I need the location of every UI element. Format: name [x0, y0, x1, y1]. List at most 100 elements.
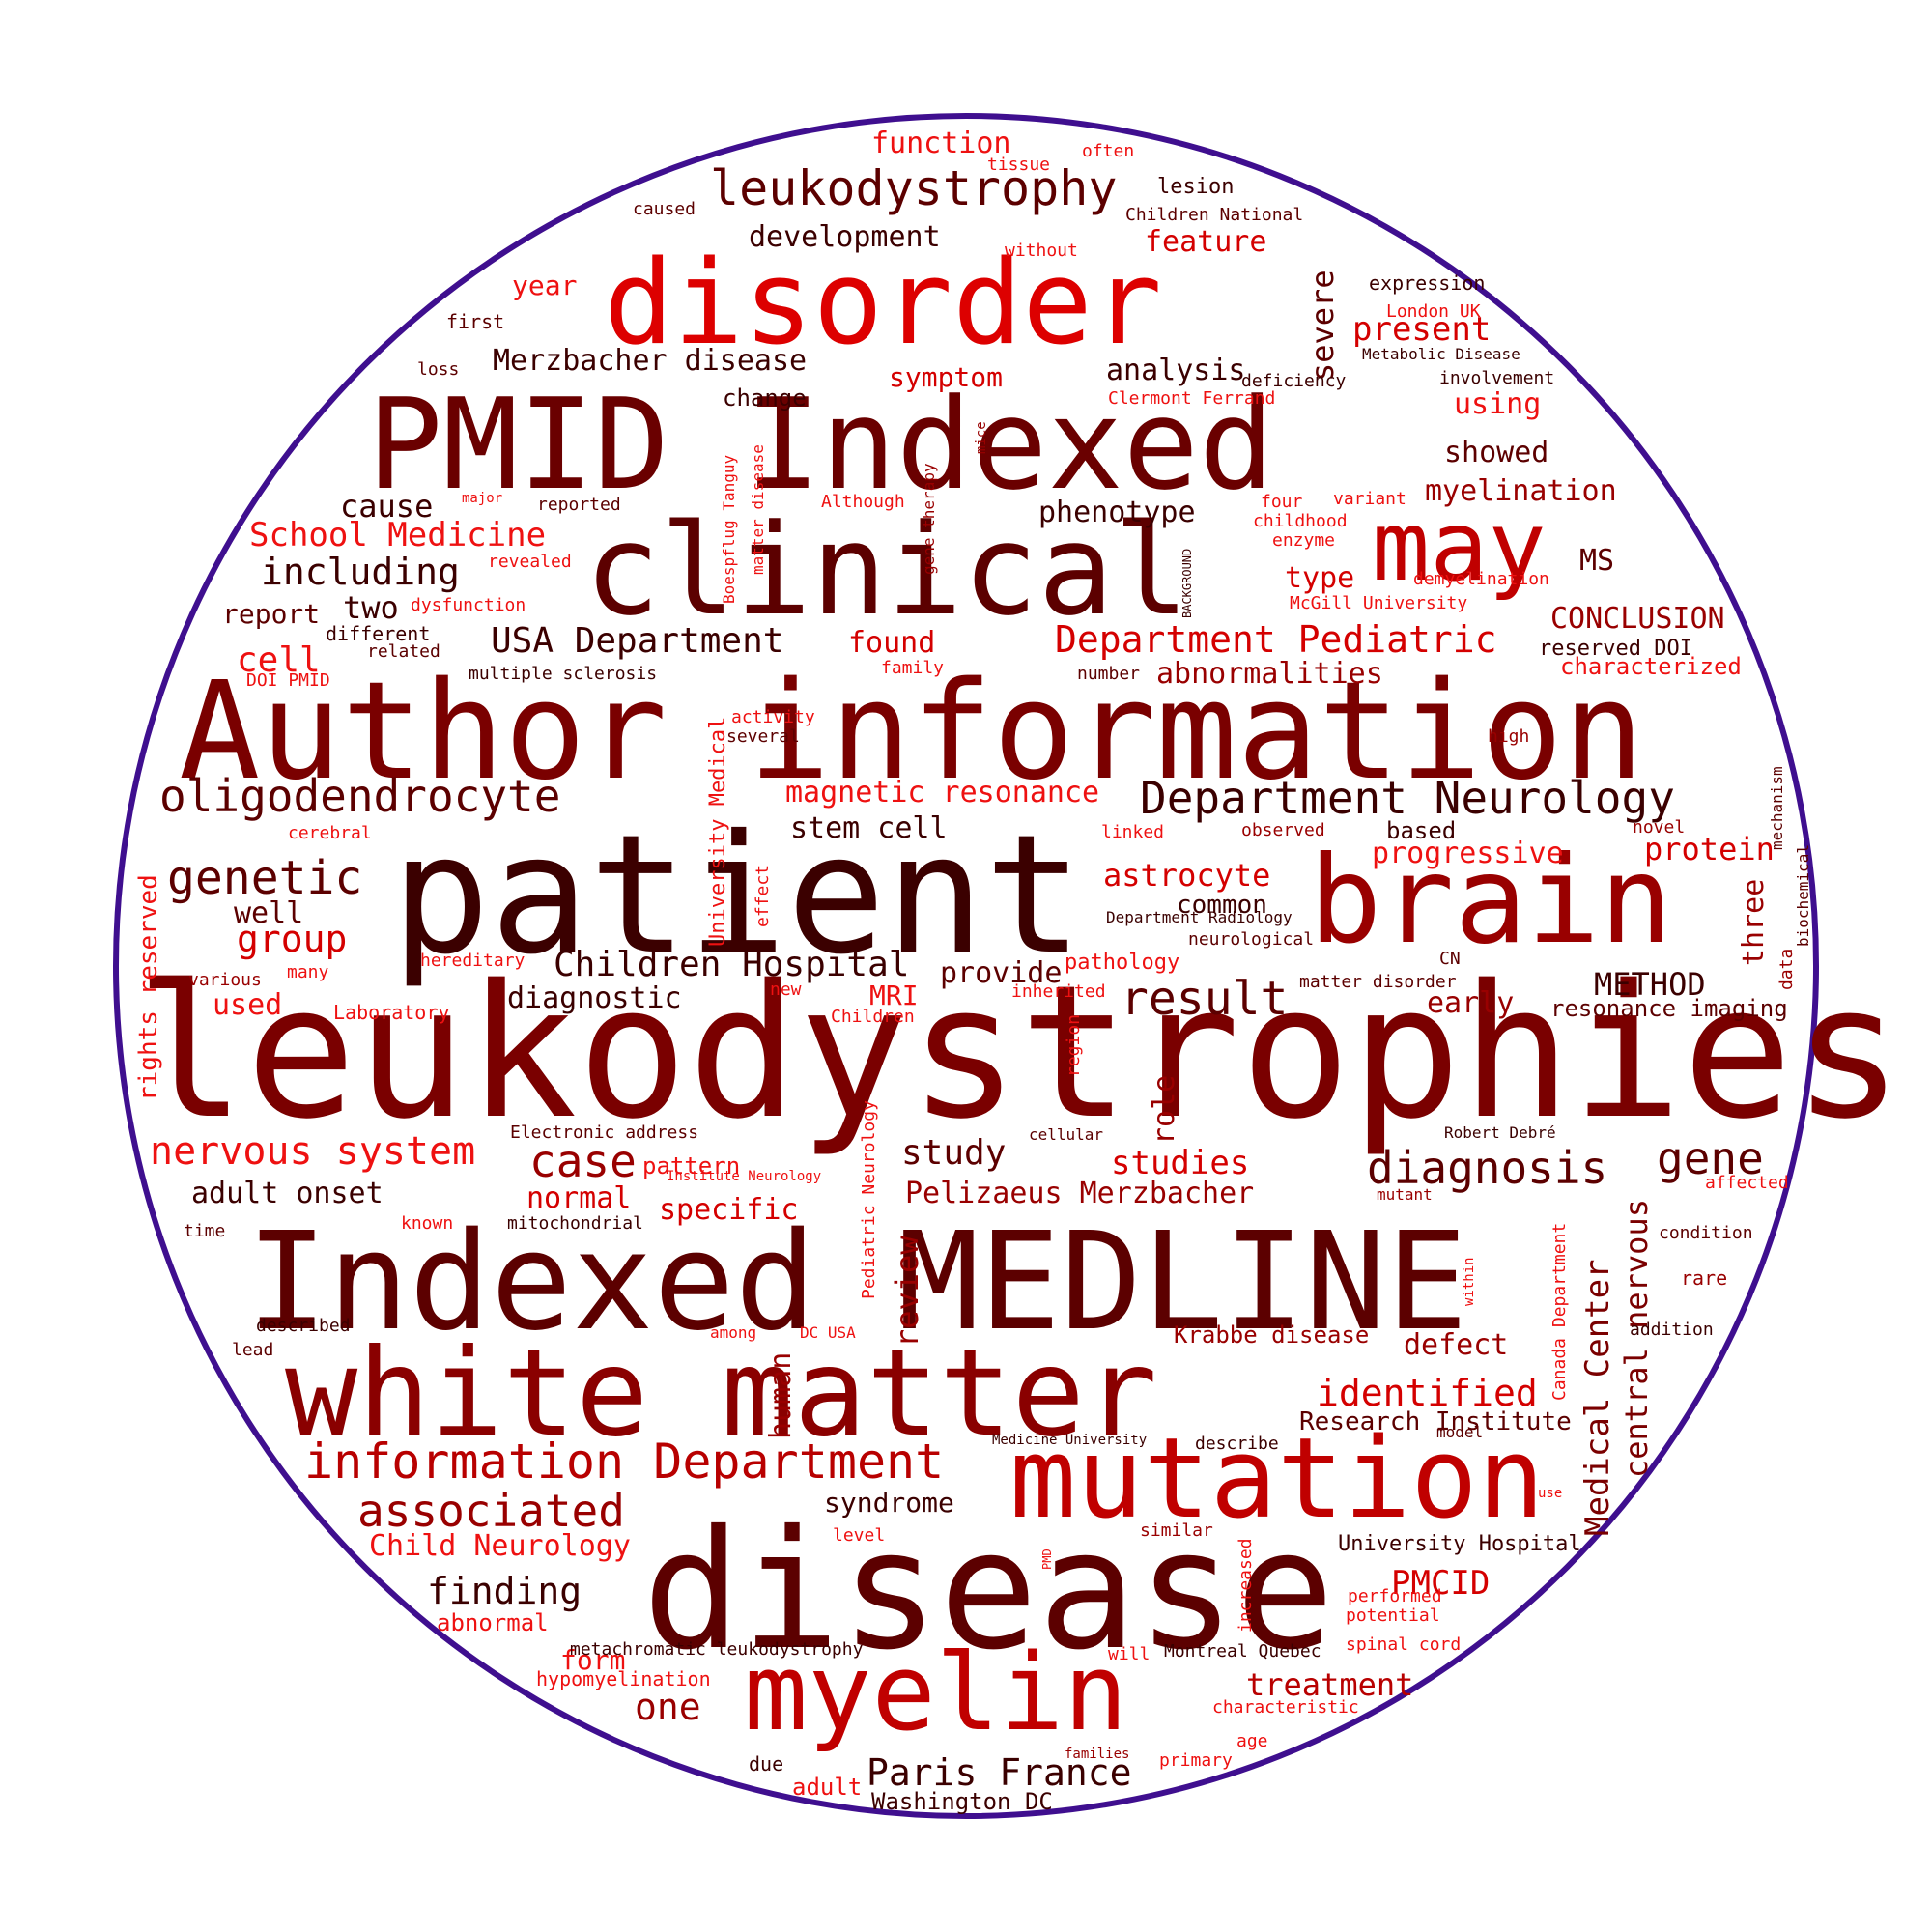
- word-children: Children: [831, 1007, 915, 1027]
- word-showed: showed: [1444, 436, 1548, 469]
- word-role: role: [1148, 1075, 1181, 1145]
- word-information-department: information Department: [304, 1434, 944, 1490]
- word-case: case: [529, 1135, 637, 1187]
- word-abnormal: abnormal: [437, 1609, 549, 1636]
- word-syndrome: syndrome: [824, 1487, 954, 1519]
- word-washington-dc: Washington DC: [871, 1788, 1053, 1815]
- word-matter-disease: matter disease: [749, 444, 767, 575]
- word-resonance-imaging: resonance imaging: [1550, 995, 1788, 1022]
- word-mri: MRI: [869, 980, 919, 1011]
- word-pelizaeus-merzbacher: Pelizaeus Merzbacher: [905, 1177, 1254, 1210]
- word-multiple-sclerosis: multiple sclerosis: [469, 664, 657, 684]
- word-describe: describe: [1195, 1434, 1279, 1454]
- word-affected: affected: [1705, 1173, 1789, 1193]
- word-often: often: [1082, 141, 1134, 161]
- word-year: year: [512, 270, 577, 301]
- word-major: major: [462, 491, 502, 506]
- word-cause: cause: [340, 488, 433, 525]
- word-severe: severe: [1304, 270, 1341, 382]
- word-child-neurology: Child Neurology: [369, 1529, 631, 1563]
- word-metachromatic-leukodystrophy: metachromatic leukodystrophy: [570, 1639, 864, 1660]
- word-inherited: inherited: [1011, 981, 1106, 1002]
- word-brain: brain: [1309, 831, 1672, 971]
- word-finding: finding: [427, 1570, 582, 1612]
- word-pmcid: PMCID: [1391, 1564, 1490, 1603]
- word-study: study: [901, 1133, 1006, 1173]
- word-university-medical: University Medical: [706, 717, 730, 947]
- word-different: different: [326, 622, 430, 645]
- word-method: METHOD: [1594, 966, 1706, 1003]
- word-electronic-address: Electronic address: [510, 1122, 698, 1143]
- word-reserved-doi: reserved DOI: [1539, 637, 1692, 661]
- word-leukodystrophy: leukodystrophy: [710, 160, 1117, 216]
- word-conclusion: CONCLUSION: [1550, 602, 1725, 636]
- word-phenotype: phenotype: [1038, 496, 1196, 529]
- word-performed: performed: [1348, 1586, 1442, 1606]
- word-age: age: [1236, 1731, 1268, 1751]
- word-due: due: [749, 1752, 783, 1776]
- word-caused: caused: [633, 199, 696, 219]
- word-family: family: [881, 658, 944, 678]
- word-associated: associated: [357, 1485, 625, 1537]
- word-department-radiology: Department Radiology: [1106, 908, 1293, 926]
- word-provide: provide: [940, 956, 1062, 990]
- word-may: may: [1372, 490, 1547, 603]
- word-will: will: [1108, 1644, 1150, 1664]
- word-new: new: [770, 980, 802, 1000]
- word-various: various: [188, 970, 262, 990]
- word-leukodystrophies: leukodystrophies: [135, 946, 1903, 1159]
- word-lesion: lesion: [1157, 175, 1234, 199]
- word-tissue: tissue: [987, 155, 1050, 175]
- word-childhood: childhood: [1253, 511, 1348, 531]
- word-cn: CN: [1439, 949, 1461, 969]
- word-department-neurology: Department Neurology: [1140, 772, 1675, 824]
- word-function: function: [871, 127, 1011, 160]
- word-level: level: [833, 1525, 885, 1546]
- word-specific: specific: [659, 1193, 799, 1227]
- word-hereditary: hereditary: [420, 951, 526, 971]
- word-characterized: characterized: [1560, 653, 1742, 680]
- word-deficiency: deficiency: [1241, 371, 1347, 391]
- word-lead: lead: [232, 1340, 273, 1360]
- word-similar: similar: [1140, 1520, 1213, 1541]
- word-oligodendrocyte: oligodendrocyte: [159, 770, 560, 822]
- word-studies: studies: [1111, 1144, 1249, 1182]
- word-pmd: PMD: [1040, 1548, 1054, 1570]
- word-region: region: [1064, 1014, 1084, 1077]
- word-although: Although: [821, 492, 905, 512]
- word-increased: increased: [1236, 1538, 1256, 1633]
- word-gene: gene: [1657, 1132, 1764, 1184]
- word-diagnosis: diagnosis: [1367, 1142, 1607, 1194]
- word-spinal-cord: spinal cord: [1346, 1634, 1461, 1655]
- word-three: three: [1737, 879, 1771, 966]
- word-mechanism: mechanism: [1768, 766, 1786, 850]
- word-one: one: [635, 1686, 701, 1728]
- word-robert-debr: Robert Debré: [1444, 1123, 1556, 1142]
- word-children-national: Children National: [1125, 205, 1303, 225]
- word-treatment: treatment: [1246, 1666, 1413, 1703]
- word-addition: addition: [1630, 1320, 1714, 1340]
- word-institute-neurology: Institute Neurology: [667, 1169, 821, 1184]
- word-neurological: neurological: [1188, 929, 1314, 950]
- word-school-medicine: School Medicine: [249, 516, 546, 554]
- word-within: within: [1462, 1257, 1477, 1306]
- word-clermont-ferrand: Clermont Ferrand: [1108, 388, 1275, 409]
- word-group: group: [237, 918, 347, 960]
- word-early: early: [1427, 986, 1514, 1020]
- word-using: using: [1454, 387, 1541, 421]
- word-medicine-university: Medicine University: [992, 1433, 1147, 1448]
- word-revealed: revealed: [488, 552, 572, 572]
- word-analysis: analysis: [1106, 354, 1246, 387]
- word-found: found: [848, 626, 935, 660]
- word-nervous-system: nervous system: [150, 1129, 475, 1174]
- word-cell: cell: [237, 640, 321, 680]
- word-adult: adult: [792, 1774, 862, 1801]
- word-involvement: involvement: [1439, 368, 1554, 388]
- word-described: described: [256, 1316, 351, 1336]
- word-cellular: cellular: [1029, 1125, 1103, 1144]
- word-canada-department: Canada Department: [1549, 1223, 1570, 1401]
- word-loss: loss: [417, 359, 459, 380]
- word-condition: condition: [1659, 1223, 1753, 1243]
